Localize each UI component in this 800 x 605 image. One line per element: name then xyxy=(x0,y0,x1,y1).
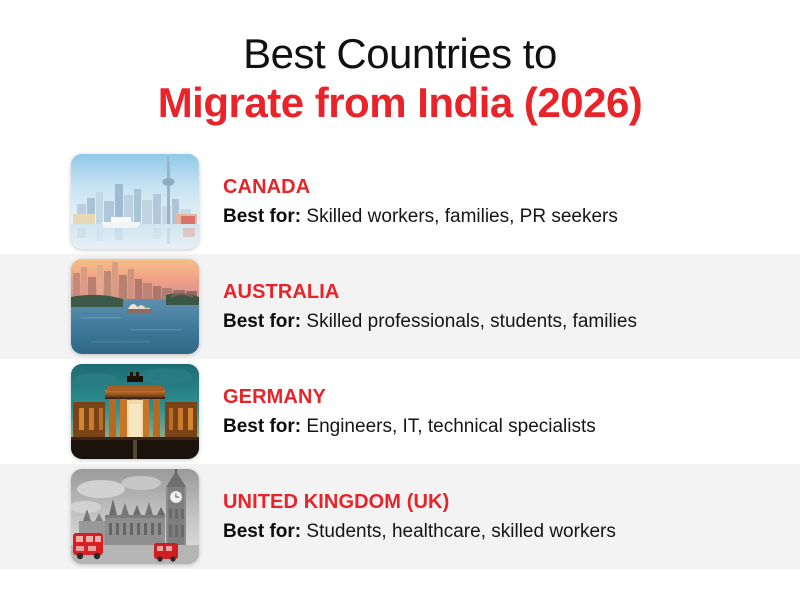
country-row-australia[interactable]: AUSTRALIA Best for: Skilled professional… xyxy=(0,254,800,360)
country-best-for: Best for: Students, healthcare, skilled … xyxy=(223,520,616,544)
best-for-label: Best for: xyxy=(223,205,302,227)
country-list: CANADA Best for: Skilled workers, famili… xyxy=(0,149,800,570)
country-name: GERMANY xyxy=(223,385,326,408)
best-for-value: Engineers, IT, technical specialists xyxy=(306,415,596,437)
best-for-label: Best for: xyxy=(223,520,302,542)
best-for-value: Students, healthcare, skilled workers xyxy=(306,520,616,542)
australia-sydney-harbour-thumbnail xyxy=(71,259,199,355)
page-title: Best Countries to Migrate from India (20… xyxy=(0,0,800,127)
country-name: CANADA xyxy=(223,175,311,198)
country-row-text: AUSTRALIA Best for: Skilled professional… xyxy=(223,280,637,334)
page-title-line-1: Best Countries to xyxy=(243,30,557,77)
germany-brandenburg-gate-thumbnail xyxy=(71,364,199,460)
country-best-for: Best for: Skilled workers, families, PR … xyxy=(223,205,618,229)
country-row-text: UNITED KINGDOM (UK) Best for: Students, … xyxy=(223,490,616,544)
country-row-united-kingdom[interactable]: UNITED KINGDOM (UK) Best for: Students, … xyxy=(0,464,800,570)
canada-toronto-skyline-thumbnail xyxy=(71,154,199,250)
uk-big-ben-thumbnail xyxy=(71,469,199,565)
country-row-germany[interactable]: GERMANY Best for: Engineers, IT, technic… xyxy=(0,359,800,464)
country-name: UNITED KINGDOM (UK) xyxy=(223,490,450,513)
country-row-text: CANADA Best for: Skilled workers, famili… xyxy=(223,175,618,229)
best-for-value: Skilled professionals, students, familie… xyxy=(306,310,637,332)
best-for-value: Skilled workers, families, PR seekers xyxy=(306,205,618,227)
country-best-for: Best for: Skilled professionals, student… xyxy=(223,310,637,334)
page-title-line-2: Migrate from India (2026) xyxy=(157,79,643,127)
best-for-label: Best for: xyxy=(223,310,302,332)
country-best-for: Best for: Engineers, IT, technical speci… xyxy=(223,415,596,439)
country-name: AUSTRALIA xyxy=(223,280,340,303)
country-row-canada[interactable]: CANADA Best for: Skilled workers, famili… xyxy=(0,149,800,254)
best-for-label: Best for: xyxy=(223,415,302,437)
country-row-text: GERMANY Best for: Engineers, IT, technic… xyxy=(223,385,596,439)
